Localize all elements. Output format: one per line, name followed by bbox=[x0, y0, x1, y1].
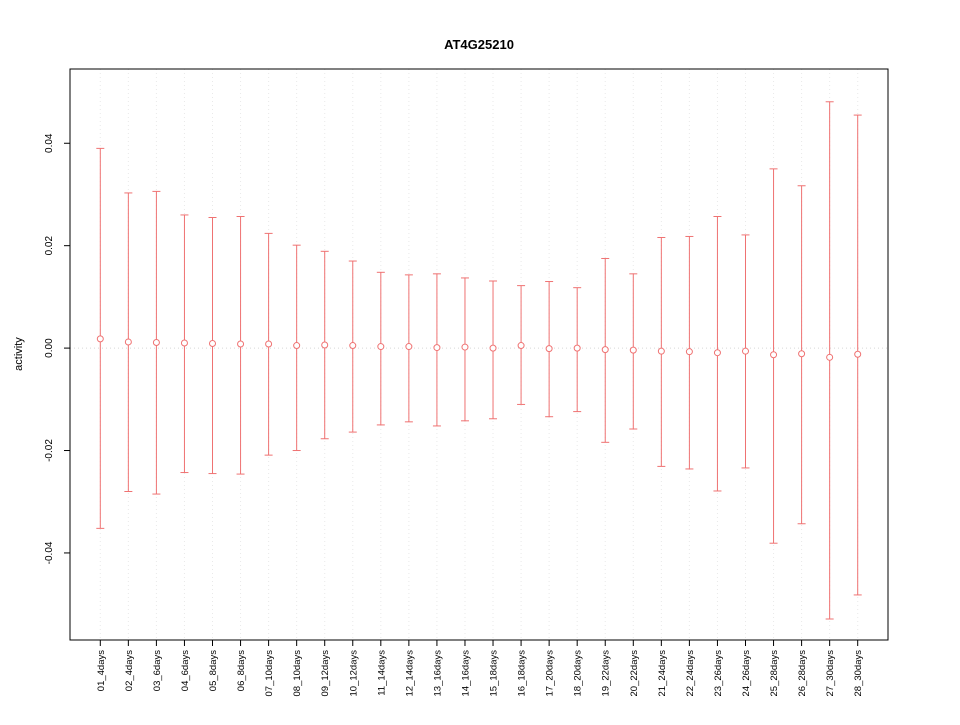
data-point bbox=[770, 351, 778, 359]
y-tick-label: 0.00 bbox=[44, 338, 55, 358]
data-point bbox=[713, 349, 721, 357]
data-point bbox=[798, 350, 806, 358]
x-tick-label: 17_20days bbox=[545, 650, 556, 697]
x-tick-label: 16_18days bbox=[517, 650, 528, 697]
data-point bbox=[265, 340, 273, 348]
y-axis-label: activity bbox=[13, 337, 25, 371]
x-tick-label: 12_14days bbox=[404, 650, 415, 697]
chart-title: AT4G25210 bbox=[444, 37, 514, 52]
x-tick-label: 13_16days bbox=[432, 650, 443, 697]
x-tick-label: 25_28days bbox=[769, 650, 780, 697]
plot-border bbox=[69, 68, 889, 641]
x-tick-label: 10_12days bbox=[348, 650, 359, 697]
data-point bbox=[489, 344, 497, 352]
data-point bbox=[152, 338, 160, 346]
x-tick-label: 05_8days bbox=[208, 650, 219, 691]
x-tick-label: 21_24days bbox=[657, 650, 668, 697]
x-tick-label: 14_16days bbox=[460, 650, 471, 697]
y-tick-label: -0.04 bbox=[44, 541, 55, 564]
data-point bbox=[461, 343, 469, 351]
x-tick-label: 20_22days bbox=[629, 650, 640, 697]
data-point bbox=[349, 342, 357, 350]
data-point bbox=[321, 341, 329, 349]
data-point bbox=[377, 343, 385, 351]
x-tick-label: 18_20days bbox=[573, 650, 584, 697]
x-tick-label: 27_30days bbox=[825, 650, 836, 697]
x-tick-label: 06_8days bbox=[236, 650, 247, 691]
plot-area: -0.04 -0.02 0.00 0.02 0.04 01_4days 02_4days 03… bbox=[44, 68, 889, 697]
data-point bbox=[124, 338, 132, 346]
data-point bbox=[545, 345, 553, 353]
y-tick-label: 0.04 bbox=[44, 133, 55, 153]
x-tick-label: 07_10days bbox=[264, 650, 275, 697]
data-point bbox=[433, 344, 441, 352]
x-tick-label: 26_28days bbox=[797, 650, 808, 697]
data-point bbox=[293, 342, 301, 350]
y-tick-label: 0.02 bbox=[44, 236, 55, 256]
x-tick-label: 15_18days bbox=[489, 650, 500, 697]
x-tick-label: 09_12days bbox=[320, 650, 331, 697]
data-point bbox=[741, 347, 749, 355]
x-tick-label: 03_6days bbox=[152, 650, 163, 691]
data-point bbox=[209, 339, 217, 347]
x-tick-label: 04_6days bbox=[180, 650, 191, 691]
data-point bbox=[854, 350, 862, 358]
x-tick-label: 01_4days bbox=[96, 650, 107, 691]
x-tick-label: 23_26days bbox=[713, 650, 724, 697]
data-point bbox=[237, 340, 245, 348]
data-point bbox=[826, 353, 834, 361]
data-point bbox=[657, 347, 665, 355]
data-point bbox=[685, 348, 693, 356]
data-point bbox=[629, 346, 637, 354]
x-tick-label: 02_4days bbox=[124, 650, 135, 691]
y-tick-label: -0.02 bbox=[44, 439, 55, 462]
data-point bbox=[601, 346, 609, 354]
x-tick-label: 22_24days bbox=[685, 650, 696, 697]
x-tick-label: 11_14days bbox=[376, 650, 387, 696]
data-point bbox=[180, 339, 188, 347]
x-tick-label: 19_22days bbox=[601, 650, 612, 697]
data-point bbox=[96, 335, 104, 343]
data-point bbox=[405, 343, 413, 351]
data-point bbox=[517, 342, 525, 350]
x-tick-label: 24_26days bbox=[741, 650, 752, 697]
data-point bbox=[573, 344, 581, 352]
x-tick-label: 28_30days bbox=[853, 650, 864, 697]
x-tick-label: 08_10days bbox=[292, 650, 303, 697]
